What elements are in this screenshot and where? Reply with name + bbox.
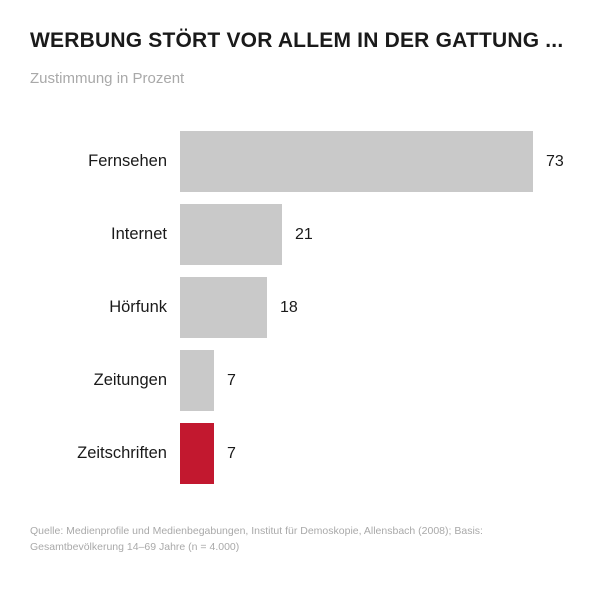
value-label: 7 xyxy=(227,371,236,389)
bar-fernsehen xyxy=(180,131,533,193)
chart-row-zeitungen: Zeitungen 7 xyxy=(30,350,570,412)
value-label: 7 xyxy=(227,444,236,462)
source-line-1: Quelle: Medienprofile und Medienbegabung… xyxy=(30,525,483,538)
bar-zeitungen xyxy=(180,350,214,412)
category-label: Hörfunk xyxy=(109,298,167,317)
chart-row-internet: Internet 21 xyxy=(30,204,570,266)
bar-zeitschriften-highlighted xyxy=(180,423,214,485)
category-label: Zeitschriften xyxy=(77,444,167,463)
category-label: Internet xyxy=(111,225,167,244)
chart-title: WERBUNG STÖRT VOR ALLEM IN DER GATTUNG .… xyxy=(30,29,564,52)
source-line-2: Gesamtbevölkerung 14–69 Jahre (n = 4.000… xyxy=(30,541,240,554)
value-label: 18 xyxy=(280,298,298,316)
chart-row-zeitschriften: Zeitschriften 7 xyxy=(30,423,570,485)
value-label: 21 xyxy=(295,225,313,243)
chart-row-hoerfunk: Hörfunk 18 xyxy=(30,277,570,339)
category-label: Zeitungen xyxy=(93,371,167,390)
source-note: Quelle: Medienprofile und Medienbegabung… xyxy=(30,523,550,556)
chart-row-fernsehen: Fernsehen 73 xyxy=(30,131,570,193)
bar-hoerfunk xyxy=(180,277,267,339)
value-label: 73 xyxy=(546,152,564,170)
category-label: Fernsehen xyxy=(88,152,167,171)
bar-internet xyxy=(180,204,282,266)
bar-chart: Fernsehen 73 Internet 21 Hörfunk 18 Zeit… xyxy=(30,131,570,485)
chart-subtitle: Zustimmung in Prozent xyxy=(30,70,185,88)
